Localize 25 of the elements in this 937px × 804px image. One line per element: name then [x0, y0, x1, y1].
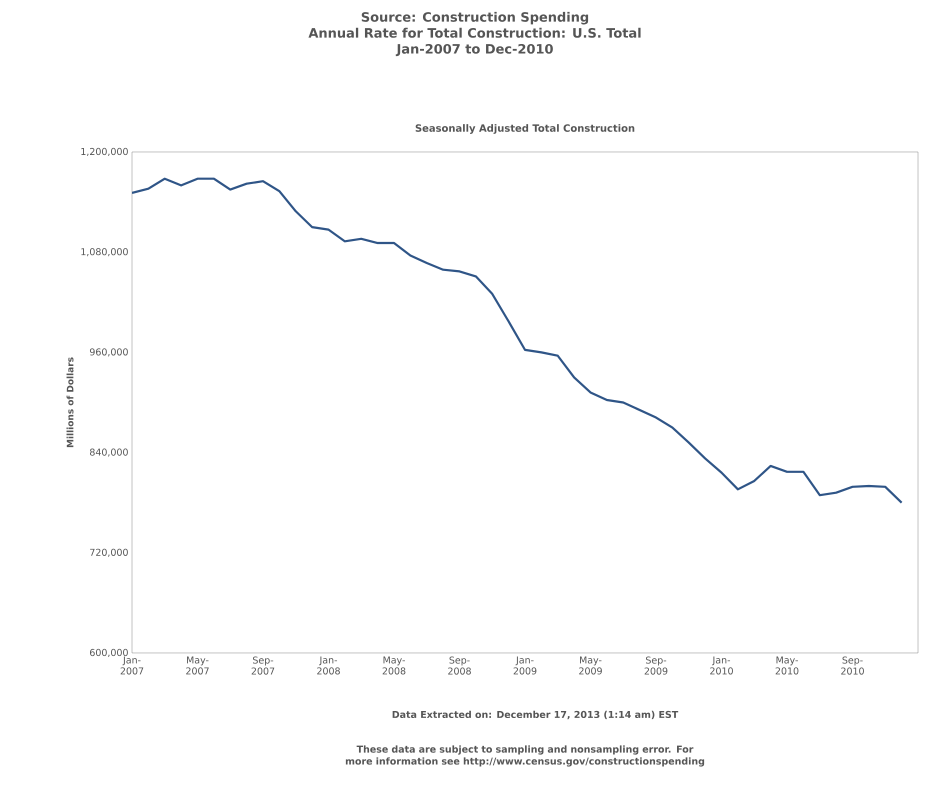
x-tick-label: Sep-2008 [448, 656, 471, 675]
x-tick-label: May-2010 [776, 656, 798, 675]
text: Annual Rate for Total Construction: U.S. Total [308, 28, 641, 38]
chart-title: Source: Construction Spending [362, 12, 588, 24]
x-tick-label: Sep-2007 [252, 656, 274, 675]
chart-subtitle: Seasonally Adjusted Total Construction [416, 124, 634, 134]
x-tick-label: May-2009 [579, 656, 602, 675]
text: Jan-2007 to Dec-2010 [396, 44, 553, 56]
x-tick-label: May-2007 [186, 656, 209, 675]
x-tick-label: Sep-2010 [841, 656, 864, 675]
y-tick-label: 1,080,000 [81, 248, 128, 256]
y-tick-label: 600,000 [90, 648, 128, 658]
y-tick-label: 840,000 [90, 448, 128, 457]
x-tick-label: Jan-2007 [120, 656, 144, 675]
x-tick-label: Jan-2010 [710, 656, 733, 675]
y-tick-label: 720,000 [90, 548, 128, 557]
y-axis-title: Millions of Dollars [66, 357, 74, 448]
text: Data Extracted on: December 17, 2013 (1:14 am) EST [392, 710, 678, 720]
x-tick-label: Jan-2009 [514, 656, 536, 675]
y-tick-label: 1,200,000 [81, 148, 128, 156]
x-tick-label: Sep-2009 [644, 656, 668, 675]
x-tick-label: Jan-2008 [317, 656, 340, 675]
text: These data are subject to sampling and nonsampling error. For more information see http://www.census.gov/constructionspending [346, 745, 704, 767]
y-tick-label: 960,000 [90, 348, 128, 356]
x-tick-label: May-2008 [382, 656, 406, 675]
